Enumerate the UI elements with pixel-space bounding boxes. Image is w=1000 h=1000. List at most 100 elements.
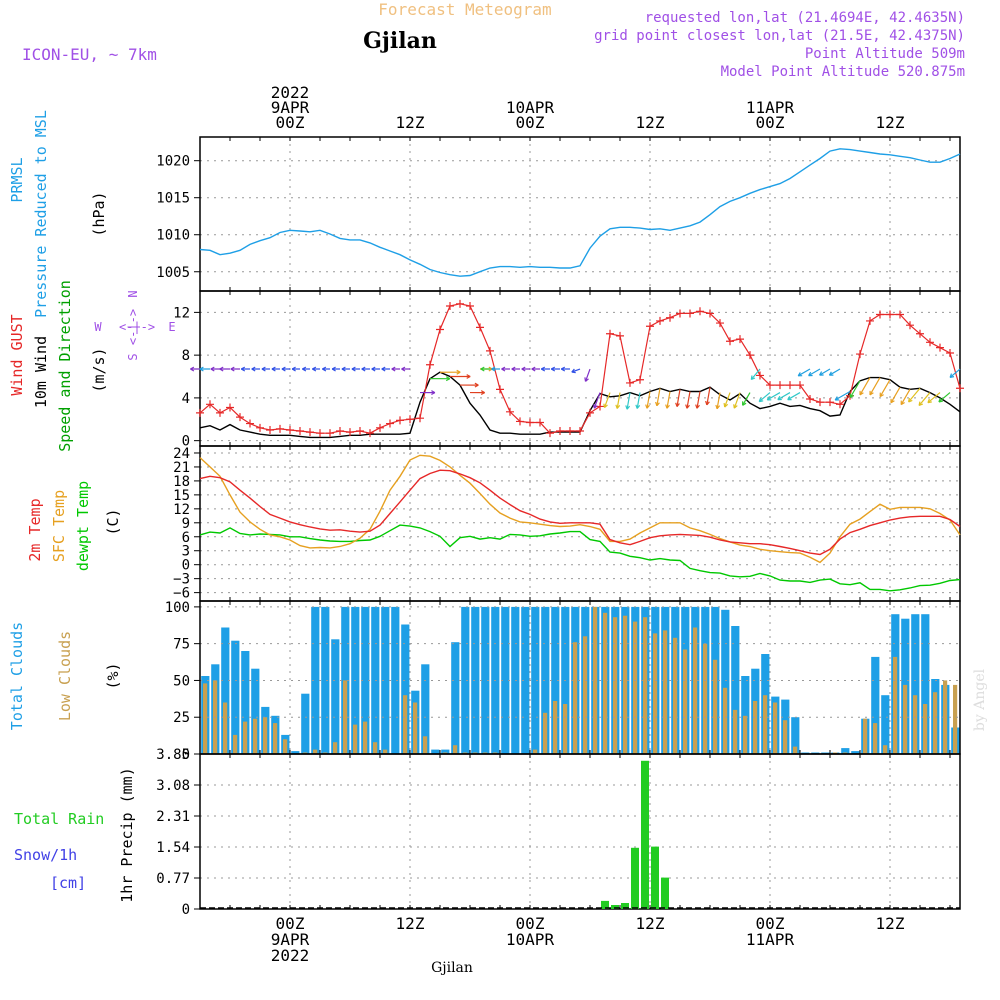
wind-gust-marker — [806, 394, 814, 403]
wind-direction-arrowhead — [501, 366, 506, 372]
y-tick-label: 1015 — [156, 191, 190, 207]
y-tick-label: 18 — [173, 474, 190, 490]
top-time-label: 00Z — [756, 113, 785, 132]
wind-gust-marker — [396, 416, 404, 425]
wind-direction-arrowhead — [819, 371, 824, 376]
low-clouds-bar — [633, 621, 638, 754]
low-clouds-bar — [353, 724, 358, 754]
rain-bar — [651, 846, 659, 909]
bottom-time-label: 00Z — [276, 914, 305, 933]
wind-gust-marker — [886, 310, 894, 319]
wind-gust-marker — [526, 418, 534, 427]
wind-direction-arrowhead — [675, 402, 680, 407]
low-clouds-bar — [683, 649, 688, 754]
wind-direction-arrowhead — [890, 398, 895, 404]
wind-direction-arrowhead — [281, 366, 286, 372]
low-clouds-bar — [313, 749, 318, 754]
bottom-time-label: 10APR — [506, 930, 555, 949]
grid-point-coords: grid point closest lon,lat (21.5E, 42.43… — [594, 28, 965, 44]
low-clouds-bar — [453, 745, 458, 754]
wind-gust-marker — [816, 398, 824, 407]
y-tick-label: 0 — [182, 747, 190, 763]
wind-direction-arrowhead — [742, 401, 747, 406]
wind-direction-arrow — [666, 391, 671, 409]
wind-gust-marker — [386, 419, 394, 428]
total-clouds-bar — [841, 748, 850, 754]
low-clouds-bar — [923, 704, 928, 754]
low-clouds-bar — [273, 723, 278, 754]
wind-gust-marker — [776, 381, 784, 390]
total-clouds-ylabel: Total Clouds — [8, 622, 26, 730]
clouds-panel: 0 25 50 75 100 Total Clouds Low Clouds (%) — [8, 600, 961, 763]
wind-gust-marker — [276, 424, 284, 433]
wind-gust-marker — [416, 414, 424, 423]
low-clouds-bar — [603, 612, 608, 754]
wind-gust-marker — [956, 384, 964, 393]
low-clouds-bar — [423, 736, 428, 754]
y-tick-label: 9 — [182, 516, 190, 532]
low-clouds-bar — [203, 683, 208, 754]
low-clouds-bar — [943, 680, 948, 754]
wind-direction-arrow — [686, 391, 691, 409]
top-time-label: 10APR — [506, 98, 555, 117]
wind-gust-marker — [466, 301, 474, 310]
clouds-unit-label: (%) — [104, 662, 122, 689]
wind-gust-marker — [196, 408, 204, 417]
y-tick-label: 3 — [182, 544, 190, 560]
compass-north-label: N — [126, 290, 140, 297]
total-clouds-bar — [361, 606, 370, 754]
wind-direction-arrow — [834, 390, 851, 401]
low-clouds-bar — [583, 636, 588, 754]
wind-gust-marker — [586, 408, 594, 417]
wind-direction-arrowhead — [540, 366, 546, 372]
wind-direction-arrow — [676, 389, 681, 407]
wind-gust-marker — [436, 325, 444, 334]
compass-horizontal-arrows: <-|-> — [119, 320, 155, 334]
bottom-time-label: 00Z — [756, 914, 785, 933]
low-clouds-bar — [373, 742, 378, 754]
total-clouds-bar — [251, 668, 260, 754]
wind-gust-marker — [426, 360, 434, 369]
low-clouds-bar — [933, 692, 938, 754]
wind-direction-arrow — [819, 368, 831, 376]
low-clouds-bar — [243, 721, 248, 754]
low-clouds-bar — [713, 659, 718, 754]
wind-direction-arrowhead — [879, 392, 884, 398]
y-tick-label: 0 — [182, 902, 190, 918]
wind-gust-marker — [716, 319, 724, 328]
wind-direction-arrowhead — [766, 396, 772, 401]
wind-direction-arrowhead — [705, 400, 710, 406]
bottom-time-label: 9APR — [271, 930, 310, 949]
wind-direction-arrow — [716, 392, 721, 409]
wind-direction-arrowhead — [302, 366, 307, 372]
wind-direction-arrowhead — [199, 366, 204, 372]
total-clouds-bar — [731, 626, 740, 754]
wind-direction-arrowhead — [918, 401, 924, 407]
wind-direction-arrowhead — [723, 402, 729, 408]
wind-gust-marker — [516, 417, 524, 426]
low-clouds-bar — [703, 643, 708, 754]
wind-direction-arrowhead — [480, 366, 485, 372]
wind-direction-arrow — [706, 387, 711, 406]
footer-location: Gjilan — [431, 960, 473, 976]
rain-bar — [661, 877, 669, 909]
total-clouds-bar — [431, 749, 440, 754]
wind-gust-marker — [786, 381, 794, 390]
low-clouds-bar — [883, 745, 888, 754]
total-clouds-bar — [921, 614, 930, 754]
wind-gust-marker — [306, 428, 314, 437]
wind-direction-arrow — [829, 368, 841, 376]
wind-direction-arrowhead — [491, 366, 496, 372]
wind-gust-marker — [896, 310, 904, 319]
wind-direction-arrow — [593, 392, 601, 409]
snow-unit-label: [cm] — [50, 874, 86, 892]
wind-direction-arrow — [724, 392, 731, 408]
pressure-unit-label: (hPa) — [90, 191, 108, 236]
wind-direction-arrowhead — [291, 366, 296, 372]
wind-direction-arrowhead — [371, 366, 376, 372]
bottom-time-label: 12Z — [396, 914, 425, 933]
wind-direction-arrow — [890, 386, 901, 404]
rain-bar — [601, 900, 609, 909]
